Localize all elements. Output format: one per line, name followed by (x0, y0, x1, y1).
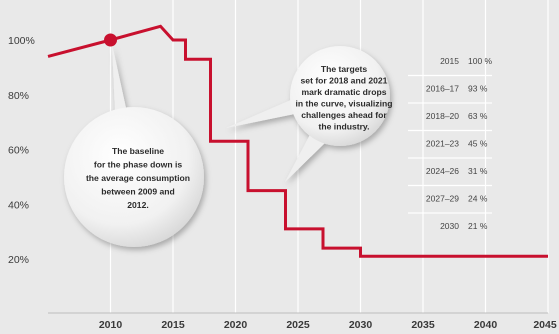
y-tick-label: 80% (8, 90, 29, 102)
baseline-text-line: the average consumption (86, 173, 190, 183)
x-tick-label: 2045 (533, 319, 557, 331)
baseline-bubble-circle (64, 107, 204, 247)
table-period: 2016–17 (426, 84, 459, 94)
target-table: 2015 100 % 2016–17 93 % 2018–20 63 % 2021–23 45… (408, 56, 493, 231)
baseline-text-line: between 2009 and (101, 187, 175, 197)
table-period: 2015 (440, 56, 459, 66)
table-period: 2024–26 (426, 166, 459, 176)
baseline-bubble (64, 44, 204, 247)
x-tick-label: 2035 (411, 319, 435, 331)
x-axis-ticks: 2010 2015 2020 2025 2030 2035 2040 2045 (99, 319, 557, 331)
table-value: 100 % (468, 56, 493, 66)
targets-text-line: challenges ahead for (301, 110, 387, 120)
baseline-marker (104, 33, 117, 47)
table-value: 21 % (468, 221, 488, 231)
x-tick-label: 2040 (474, 319, 498, 331)
x-tick-label: 2015 (161, 319, 185, 331)
targets-text-line: set for 2018 and 2021 (301, 76, 388, 86)
targets-bubble-circle (290, 46, 390, 146)
table-period: 2021–23 (426, 139, 459, 149)
targets-text-line: in the curve, visualizing (296, 99, 393, 109)
y-tick-label: 60% (8, 145, 29, 157)
baseline-text-line: The baseline (112, 146, 164, 156)
baseline-text-line: 2012. (127, 200, 149, 210)
targets-text-line: the industry. (319, 122, 370, 132)
table-value: 63 % (468, 111, 488, 121)
y-axis-ticks: 20% 40% 60% 80% 100% (8, 35, 35, 266)
baseline-text-line: for the phase down is (94, 160, 183, 170)
x-tick-label: 2025 (286, 319, 310, 331)
targets-bubble (226, 46, 390, 182)
targets-text-line: mark dramatic drops (301, 87, 386, 97)
x-tick-label: 2020 (224, 319, 248, 331)
y-tick-label: 20% (8, 254, 29, 266)
targets-text-line: The targets (321, 64, 368, 74)
table-value: 24 % (468, 194, 488, 204)
x-tick-label: 2010 (99, 319, 123, 331)
baseline-bubble-text: The baseline for the phase down is the ave… (86, 146, 190, 210)
table-period: 2030 (440, 221, 459, 231)
y-tick-label: 40% (8, 199, 29, 211)
table-period: 2027–29 (426, 194, 459, 204)
table-value: 31 % (468, 166, 488, 176)
table-value: 93 % (468, 84, 488, 94)
x-tick-label: 2030 (349, 319, 373, 331)
table-value: 45 % (468, 139, 488, 149)
consumption-step-line (47, 24, 548, 258)
table-period: 2018–20 (426, 111, 459, 121)
y-tick-label: 100% (8, 35, 35, 47)
